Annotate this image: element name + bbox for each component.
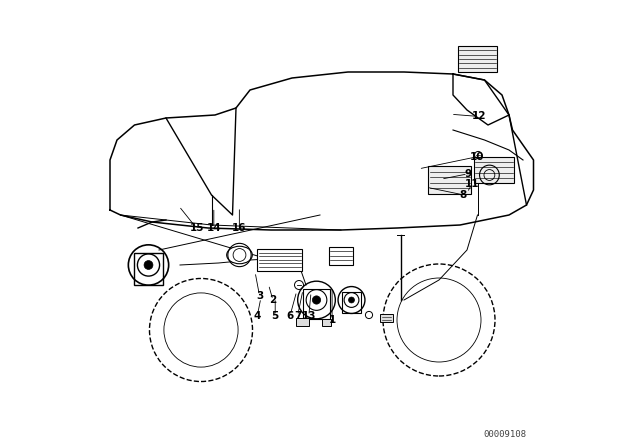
Text: 9: 9 [464, 169, 472, 179]
Text: 11: 11 [465, 179, 479, 189]
Text: 10: 10 [470, 152, 484, 162]
Text: 8: 8 [460, 190, 467, 200]
Bar [134, 253, 163, 285]
Bar [303, 289, 330, 319]
Text: 2: 2 [269, 295, 276, 305]
Circle shape [312, 296, 321, 304]
Bar [322, 319, 332, 326]
Text: 4: 4 [253, 311, 261, 321]
Circle shape [144, 261, 153, 269]
Bar [342, 292, 361, 314]
Bar [380, 314, 393, 323]
Bar [296, 319, 309, 327]
Text: 13: 13 [301, 311, 316, 321]
Text: 16: 16 [232, 224, 246, 233]
Text: 6: 6 [286, 311, 294, 321]
Text: 1: 1 [328, 315, 336, 325]
Bar [257, 249, 302, 271]
Text: 5: 5 [271, 311, 279, 321]
Ellipse shape [479, 168, 500, 182]
Bar [428, 166, 471, 194]
Bar [474, 157, 514, 183]
Ellipse shape [227, 246, 252, 264]
Text: 00009108: 00009108 [483, 430, 526, 439]
Bar [329, 247, 353, 265]
Circle shape [349, 297, 355, 303]
Text: 15: 15 [189, 224, 204, 233]
Text: 3: 3 [256, 291, 263, 301]
Bar [458, 46, 497, 72]
Text: 14: 14 [207, 224, 221, 233]
Text: 12: 12 [472, 112, 486, 121]
Text: 7: 7 [294, 311, 301, 321]
